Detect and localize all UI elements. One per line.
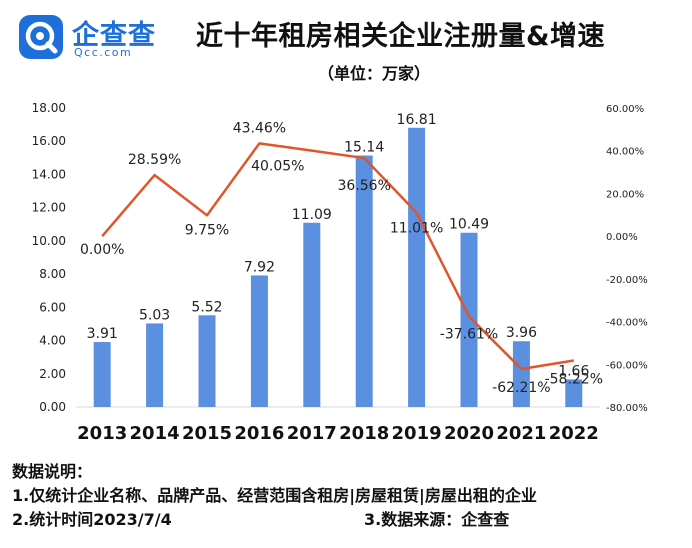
growth-rate-label: 9.75%	[185, 222, 229, 238]
growth-rate-label: -58.22%	[545, 371, 603, 387]
x-axis-tick-label: 2013	[77, 423, 127, 444]
qcc-logo: 企查查 Qcc.com	[18, 14, 188, 60]
bar-value-label: 3.91	[87, 326, 118, 342]
notes-heading: 数据说明：	[12, 462, 93, 481]
bar	[303, 222, 321, 407]
bar-value-label: 1.66	[558, 363, 589, 379]
bar-value-label: 16.81	[397, 112, 437, 128]
x-axis-tick-label: 2021	[496, 423, 546, 444]
notes-stat-time: 2.统计时间2023/7/4	[12, 510, 172, 529]
left-axis-tick-label: 8.00	[39, 267, 66, 281]
bar-value-label: 5.03	[139, 307, 170, 323]
bar	[565, 379, 583, 407]
bar	[146, 323, 164, 407]
x-axis-tick-label: 2017	[287, 423, 337, 444]
chart-subtitle: （单位：万家）	[318, 64, 431, 83]
chart: 0.00 2.00 4.00 6.00 8.00 10.00 12.00 14.00 16.00…	[32, 101, 648, 444]
bar-value-label: 3.96	[506, 325, 537, 341]
notes-line-1: 1.仅统计企业名称、品牌产品、经营范围含租房|房屋租赁|房屋出租的企业	[12, 486, 537, 505]
growth-rate-label: 43.46%	[233, 120, 286, 136]
growth-rate-label: -62.21%	[492, 380, 550, 396]
x-axis-tick-label: 2018	[339, 423, 389, 444]
bar-value-label: 15.14	[344, 140, 384, 156]
right-axis-tick-label: -20.00%	[606, 275, 648, 286]
right-axis-tick-label: -40.00%	[606, 318, 648, 329]
left-axis-tick-label: 18.00	[32, 101, 66, 115]
right-axis-tick-label: 20.00%	[606, 189, 644, 200]
bar	[93, 342, 111, 407]
right-axis-tick-label: 60.00%	[606, 104, 644, 115]
right-axis-tick-label: 0.00%	[606, 232, 638, 243]
x-axis-tick-label: 2022	[549, 423, 599, 444]
data-notes: 数据说明： 1.仅统计企业名称、品牌产品、经营范围含租房|房屋租赁|房屋出租的企…	[12, 460, 682, 532]
left-axis-tick-label: 16.00	[32, 134, 66, 148]
bar	[460, 232, 478, 407]
growth-rate-label: 36.56%	[338, 178, 391, 194]
x-axis-tick-label: 2014	[130, 423, 180, 444]
left-axis-tick-label: 14.00	[32, 167, 66, 181]
notes-line-2: 2.统计时间2023/7/4 3.数据来源：企查查	[12, 508, 682, 532]
growth-rate-label: 40.05%	[251, 159, 304, 175]
bar	[250, 275, 268, 407]
x-axis-tick-label: 2020	[444, 423, 494, 444]
x-axis-tick-label: 2016	[234, 423, 284, 444]
bar	[512, 341, 530, 407]
growth-rate-line	[101, 142, 575, 371]
growth-rate-label: 11.01%	[390, 221, 443, 237]
bar	[355, 155, 373, 407]
left-axis-tick-label: 12.00	[32, 201, 66, 215]
bar-value-label: 5.52	[191, 299, 222, 315]
left-axis-tick-label: 0.00	[39, 400, 66, 414]
growth-rate-label: 0.00%	[80, 242, 124, 258]
bar	[198, 315, 216, 407]
qcc-logo-icon	[19, 15, 63, 59]
bar	[408, 127, 426, 408]
right-axis-tick-label: -80.00%	[606, 403, 648, 414]
x-axis-tick-label: 2019	[392, 423, 442, 444]
x-axis-tick-label: 2015	[182, 423, 232, 444]
bar-value-label: 10.49	[449, 217, 489, 233]
bar-value-label: 11.09	[292, 207, 332, 223]
growth-rate-label: -37.61%	[440, 326, 498, 342]
chart-title: 近十年租房相关企业注册量&增速	[196, 21, 606, 52]
left-axis-tick-label: 10.00	[32, 234, 66, 248]
growth-rate-label: 28.59%	[128, 152, 181, 168]
left-axis-tick-label: 4.00	[39, 334, 66, 348]
logo-name: 企查查	[72, 20, 156, 51]
right-axis-tick-label: 40.00%	[606, 147, 644, 158]
right-axis-tick-label: -60.00%	[606, 360, 648, 371]
left-axis-tick-label: 2.00	[39, 367, 66, 381]
bar-value-label: 7.92	[244, 259, 275, 275]
left-axis-tick-label: 6.00	[39, 300, 66, 314]
notes-data-source: 3.数据来源：企查查	[364, 510, 510, 529]
logo-domain: Qcc.com	[74, 46, 133, 59]
